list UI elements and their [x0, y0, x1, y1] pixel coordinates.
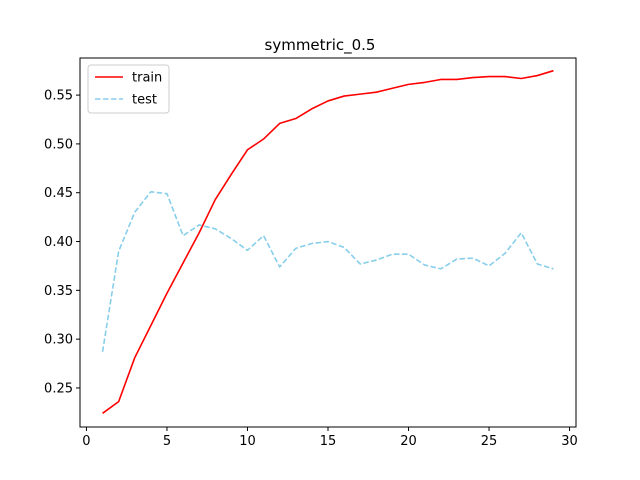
legend-label-train: train	[132, 71, 162, 86]
series-line-train	[102, 69, 554, 414]
y-tick-label: 0.35	[44, 284, 73, 299]
x-tick-label: 20	[400, 434, 417, 449]
x-tick-label: 5	[163, 434, 171, 449]
x-tick-label: 30	[561, 434, 578, 449]
x-axis: 0 5 10 15 20 25 30	[82, 427, 578, 449]
plot-area	[101, 69, 554, 414]
x-tick-label: 0	[82, 434, 90, 449]
x-tick-label: 15	[320, 434, 337, 449]
legend: train test	[87, 64, 170, 114]
x-tick-label: 10	[239, 434, 256, 449]
y-axis: 0.25 0.30 0.35 0.40 0.45 0.50 0.55	[44, 89, 80, 396]
y-tick-label: 0.30	[44, 333, 73, 348]
x-tick-label: 25	[481, 434, 498, 449]
y-tick-label: 0.45	[44, 186, 73, 201]
y-tick-label: 0.50	[44, 137, 73, 152]
y-tick-label: 0.55	[44, 89, 73, 104]
y-tick-label: 0.25	[44, 381, 73, 396]
legend-label-test: test	[132, 93, 157, 108]
series-line-test	[101, 190, 554, 352]
y-tick-label: 0.40	[44, 235, 73, 250]
chart-title: symmetric_0.5	[265, 36, 376, 55]
